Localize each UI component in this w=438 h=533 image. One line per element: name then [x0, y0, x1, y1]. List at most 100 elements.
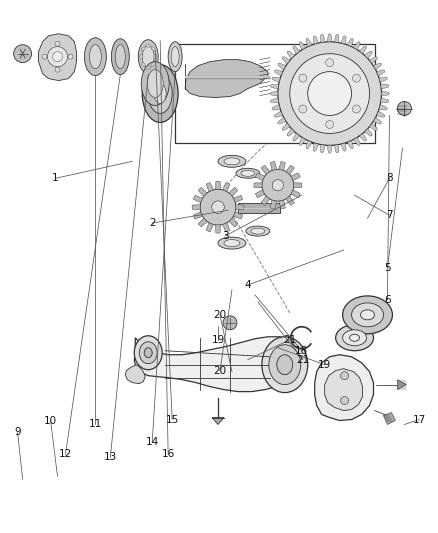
Ellipse shape	[360, 310, 374, 320]
Polygon shape	[293, 46, 300, 54]
Polygon shape	[39, 34, 77, 80]
Polygon shape	[270, 91, 278, 96]
Polygon shape	[347, 38, 353, 46]
Text: 20: 20	[213, 366, 226, 376]
Polygon shape	[206, 182, 213, 192]
Ellipse shape	[241, 171, 255, 176]
Circle shape	[53, 52, 63, 62]
Circle shape	[200, 189, 236, 225]
Text: 21: 21	[296, 354, 309, 365]
Polygon shape	[379, 104, 388, 110]
Polygon shape	[274, 70, 283, 76]
Polygon shape	[279, 200, 285, 209]
Text: 12: 12	[59, 449, 72, 459]
Ellipse shape	[269, 345, 301, 385]
Polygon shape	[359, 46, 367, 54]
Polygon shape	[229, 188, 238, 196]
Ellipse shape	[144, 348, 152, 358]
Polygon shape	[125, 365, 145, 384]
Ellipse shape	[142, 64, 178, 123]
Text: 18: 18	[295, 346, 308, 356]
Text: 16: 16	[162, 449, 175, 459]
Text: 13: 13	[104, 453, 117, 463]
Polygon shape	[381, 84, 389, 89]
Circle shape	[326, 120, 334, 128]
Bar	[238, 203, 280, 213]
Polygon shape	[270, 84, 279, 89]
Ellipse shape	[154, 84, 166, 103]
Ellipse shape	[246, 226, 270, 236]
Ellipse shape	[224, 158, 240, 165]
Polygon shape	[373, 63, 381, 70]
Polygon shape	[314, 355, 374, 421]
Polygon shape	[272, 104, 280, 110]
Polygon shape	[347, 141, 353, 149]
Text: 3: 3	[222, 231, 228, 241]
Ellipse shape	[147, 70, 163, 98]
Polygon shape	[282, 56, 290, 64]
Circle shape	[42, 54, 47, 59]
Ellipse shape	[154, 54, 157, 59]
Ellipse shape	[138, 40, 158, 74]
Polygon shape	[397, 379, 406, 390]
Circle shape	[308, 71, 352, 116]
Polygon shape	[287, 128, 295, 136]
Polygon shape	[270, 200, 277, 209]
Polygon shape	[377, 111, 385, 117]
Ellipse shape	[262, 337, 308, 393]
Polygon shape	[206, 223, 213, 232]
Polygon shape	[198, 188, 207, 196]
Ellipse shape	[336, 325, 374, 351]
Text: 15: 15	[166, 415, 179, 424]
Circle shape	[326, 59, 334, 67]
Polygon shape	[353, 137, 360, 146]
Polygon shape	[193, 195, 202, 203]
Polygon shape	[270, 98, 279, 103]
Polygon shape	[233, 212, 243, 219]
Circle shape	[353, 74, 360, 82]
Ellipse shape	[343, 330, 367, 346]
Circle shape	[223, 316, 237, 330]
Polygon shape	[341, 143, 346, 151]
Polygon shape	[306, 141, 312, 149]
Polygon shape	[286, 196, 294, 205]
Ellipse shape	[140, 54, 143, 59]
Ellipse shape	[251, 228, 265, 234]
Text: 5: 5	[384, 263, 391, 273]
Ellipse shape	[142, 46, 154, 68]
Polygon shape	[359, 133, 367, 141]
Text: 7: 7	[386, 210, 393, 220]
Text: 14: 14	[145, 438, 159, 447]
Circle shape	[290, 54, 370, 133]
Polygon shape	[254, 183, 262, 188]
Polygon shape	[193, 212, 202, 219]
Ellipse shape	[151, 62, 155, 67]
Polygon shape	[334, 34, 339, 43]
Text: 1: 1	[52, 173, 59, 183]
Ellipse shape	[218, 155, 246, 167]
Polygon shape	[278, 63, 286, 70]
Polygon shape	[223, 182, 230, 192]
Text: 9: 9	[14, 427, 21, 438]
Ellipse shape	[115, 45, 125, 69]
Ellipse shape	[111, 39, 129, 75]
Polygon shape	[236, 205, 244, 209]
Ellipse shape	[168, 42, 182, 71]
Polygon shape	[272, 77, 280, 83]
Text: 8: 8	[386, 173, 393, 183]
Polygon shape	[313, 36, 318, 44]
Polygon shape	[274, 111, 283, 117]
Polygon shape	[270, 161, 277, 171]
Polygon shape	[327, 34, 332, 42]
Ellipse shape	[85, 38, 106, 76]
Polygon shape	[291, 190, 300, 198]
Polygon shape	[369, 123, 377, 131]
Polygon shape	[286, 165, 294, 174]
Polygon shape	[364, 128, 372, 136]
Polygon shape	[384, 413, 396, 424]
Polygon shape	[369, 56, 377, 64]
Circle shape	[299, 74, 307, 82]
Polygon shape	[299, 42, 306, 50]
Polygon shape	[212, 417, 224, 424]
Circle shape	[55, 67, 60, 72]
